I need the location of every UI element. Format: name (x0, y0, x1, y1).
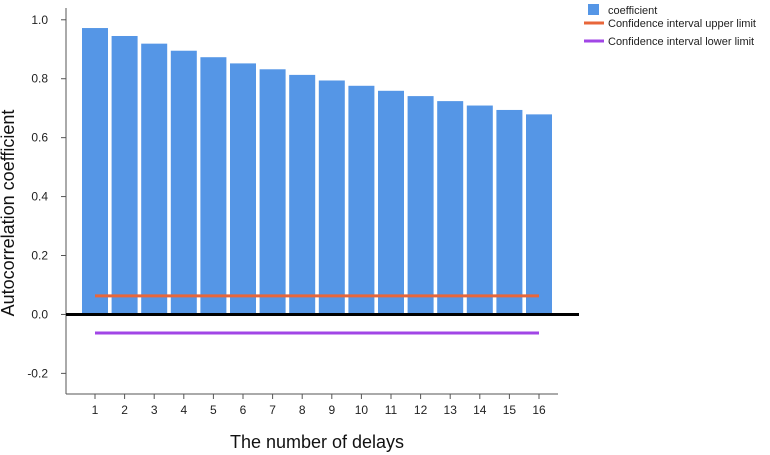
y-tick-label: 0.6 (31, 131, 48, 145)
y-tick-label: 0.0 (31, 307, 48, 321)
x-axis-title: The number of delays (230, 432, 404, 452)
x-tick-label: 13 (444, 403, 458, 417)
legend: coefficient Confidence interval upper li… (584, 4, 756, 48)
bar-lag-11 (378, 90, 404, 315)
x-tick-label: 9 (328, 403, 335, 417)
legend-label-ci-upper: Confidence interval upper limit (608, 18, 756, 30)
bar-lag-4 (170, 50, 197, 315)
y-axis: -0.2 0.0 0.2 0.4 0.6 0.8 1.0 (27, 8, 67, 394)
y-tick-label: 0.8 (31, 72, 48, 86)
bar-lag-3 (141, 43, 168, 315)
y-tick-label: 0.4 (31, 190, 48, 204)
y-tick-label: 1.0 (31, 13, 48, 27)
x-tick-label: 7 (269, 403, 276, 417)
legend-swatch-coefficient (588, 4, 599, 15)
x-tick-label: 8 (299, 403, 306, 417)
y-axis-title: Autocorrelation coefficient (0, 110, 18, 317)
legend-label-coefficient: coefficient (608, 5, 657, 17)
bar-lag-14 (466, 105, 493, 315)
legend-label-ci-lower: Confidence interval lower limit (608, 36, 754, 48)
x-tick-label: 6 (240, 403, 247, 417)
x-tick-label: 1 (92, 403, 99, 417)
bar-lag-7 (259, 69, 286, 315)
x-tick-label: 15 (503, 403, 517, 417)
x-tick-label: 2 (121, 403, 128, 417)
x-tick-label: 5 (210, 403, 217, 417)
x-tick-label: 3 (151, 403, 158, 417)
confidence-interval-lines (95, 294, 539, 335)
bar-lag-5 (200, 57, 227, 315)
x-tick-label: 14 (473, 403, 487, 417)
x-tick-label: 10 (355, 403, 369, 417)
x-tick-label: 12 (414, 403, 428, 417)
bar-lag-2 (111, 35, 138, 315)
bars (82, 28, 552, 315)
x-axis: 1 2 3 4 5 6 7 8 9 10 11 12 13 14 15 16 (66, 393, 558, 417)
bar-lag-12 (407, 96, 434, 315)
bar-lag-8 (289, 74, 316, 315)
x-tick-label: 16 (532, 403, 546, 417)
y-tick-label: -0.2 (27, 366, 48, 380)
y-tick-label: 0.2 (31, 249, 48, 263)
bar-lag-15 (496, 109, 523, 315)
x-tick-label: 11 (385, 403, 398, 417)
x-tick-label: 4 (180, 403, 187, 417)
bar-lag-1 (82, 28, 108, 315)
bar-lag-6 (230, 63, 256, 315)
bar-lag-16 (526, 114, 552, 315)
bar-lag-9 (318, 80, 345, 315)
bar-lag-10 (348, 85, 375, 315)
bar-lag-13 (437, 101, 464, 315)
